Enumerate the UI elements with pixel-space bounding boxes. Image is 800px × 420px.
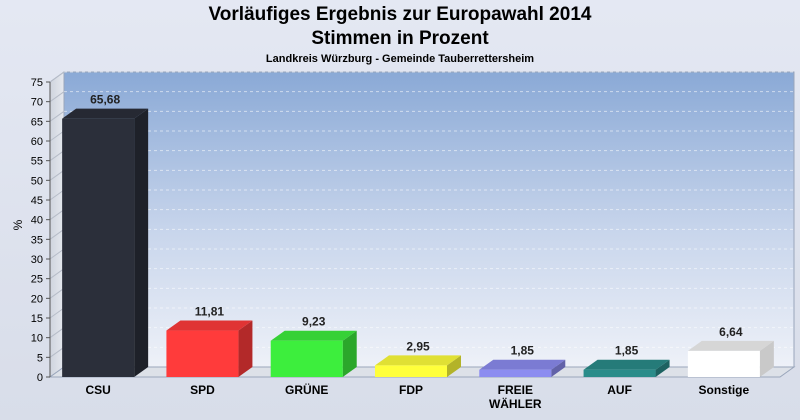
bar-side — [238, 320, 253, 377]
y-tick-label: 15 — [31, 313, 43, 325]
gridline-side — [49, 327, 65, 339]
x-tick-label: AUF — [607, 383, 632, 397]
y-tick-label: 30 — [31, 254, 43, 266]
y-tick-label: 65 — [31, 116, 43, 128]
bar — [375, 365, 447, 377]
bar-side — [655, 359, 670, 377]
data-label: 11,81 — [195, 305, 225, 319]
chart-location: Landkreis Würzburg - Gemeinde Tauberrett… — [265, 53, 535, 65]
x-tick-label: WÄHLER — [489, 396, 542, 411]
chart-title: Vorläufiges Ergebnis zur Europawahl 2014 — [208, 4, 592, 25]
bar-side — [447, 355, 461, 377]
data-label: 1,85 — [511, 344, 535, 358]
y-tick-label: 40 — [31, 215, 43, 227]
bar-top — [166, 320, 253, 331]
bar-side — [759, 340, 774, 377]
x-tick-label: GRÜNE — [285, 382, 328, 397]
bar-top — [62, 108, 149, 119]
gridline-side — [49, 130, 65, 142]
y-axis-label: % — [11, 219, 25, 230]
bar-side — [551, 359, 566, 377]
y-tick-label: 10 — [31, 333, 43, 345]
bar-side — [342, 330, 357, 377]
gridline-side — [49, 287, 65, 299]
x-tick-label: SPD — [190, 383, 215, 397]
y-tick-label: 20 — [31, 293, 43, 305]
data-label: 6,64 — [719, 325, 743, 339]
gridline-side — [49, 346, 65, 358]
bar-top — [687, 340, 774, 351]
data-label: 65,68 — [90, 93, 120, 107]
y-tick-label: 45 — [31, 195, 43, 207]
gridline-side — [49, 248, 65, 260]
x-tick-label: FREIE — [498, 383, 533, 397]
x-tick-label: CSU — [85, 383, 110, 397]
bar — [62, 118, 135, 378]
x-tick-label: Sonstige — [699, 383, 750, 397]
back-wall — [63, 71, 795, 368]
y-tick-label: 75 — [31, 77, 43, 89]
gridline-side — [49, 307, 65, 319]
data-label: 9,23 — [302, 315, 326, 329]
x-tick-label: FDP — [399, 383, 423, 397]
gridline-side — [49, 209, 65, 221]
bar-side — [134, 108, 149, 378]
bar — [479, 369, 552, 377]
plot-area: 0 5 10 15 20 25 30 35 40 45 50 55 60 65 70 75 65,68 CSU 11… — [31, 71, 796, 411]
gridline-side — [49, 150, 65, 162]
y-tick-label: 60 — [31, 136, 43, 148]
gridline-side — [49, 268, 65, 280]
y-tick-label: 25 — [31, 274, 43, 286]
y-tick-label: 70 — [31, 97, 43, 109]
y-tick-label: 5 — [37, 352, 43, 364]
y-tick-label: 55 — [31, 156, 43, 168]
gridline-side — [49, 189, 65, 201]
gridline-side — [49, 71, 65, 83]
left-wall — [49, 71, 65, 378]
data-label: 2,95 — [406, 339, 430, 353]
gridline-side — [49, 169, 65, 181]
bar-top — [270, 330, 357, 341]
data-label: 1,85 — [615, 344, 639, 358]
bar — [687, 350, 760, 377]
chart-subtitle: Stimmen in Prozent — [311, 28, 489, 49]
bar-top — [583, 359, 670, 370]
bar-top — [375, 355, 461, 366]
y-tick-label: 50 — [31, 175, 43, 187]
y-tick-label: 0 — [37, 372, 43, 384]
bar — [270, 340, 343, 377]
gridline-side — [49, 110, 65, 122]
bar — [166, 330, 239, 377]
gridline-side — [49, 228, 65, 240]
gridline-side — [49, 91, 65, 103]
y-tick-label: 35 — [31, 234, 43, 246]
bar — [583, 369, 656, 377]
bar-top — [479, 359, 566, 370]
